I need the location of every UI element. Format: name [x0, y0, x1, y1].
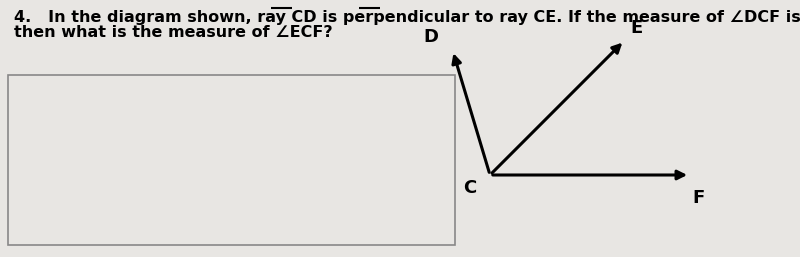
Text: 4.   In the diagram shown, ray CD is perpendicular to ray CE. If the measure of : 4. In the diagram shown, ray CD is perpe…: [14, 10, 800, 25]
Text: F: F: [692, 189, 704, 207]
Text: E: E: [630, 19, 642, 37]
Bar: [8, 75, 455, 245]
Text: then what is the measure of ∠ECF?: then what is the measure of ∠ECF?: [14, 25, 333, 40]
Text: C: C: [462, 179, 476, 197]
Text: D: D: [424, 29, 438, 47]
